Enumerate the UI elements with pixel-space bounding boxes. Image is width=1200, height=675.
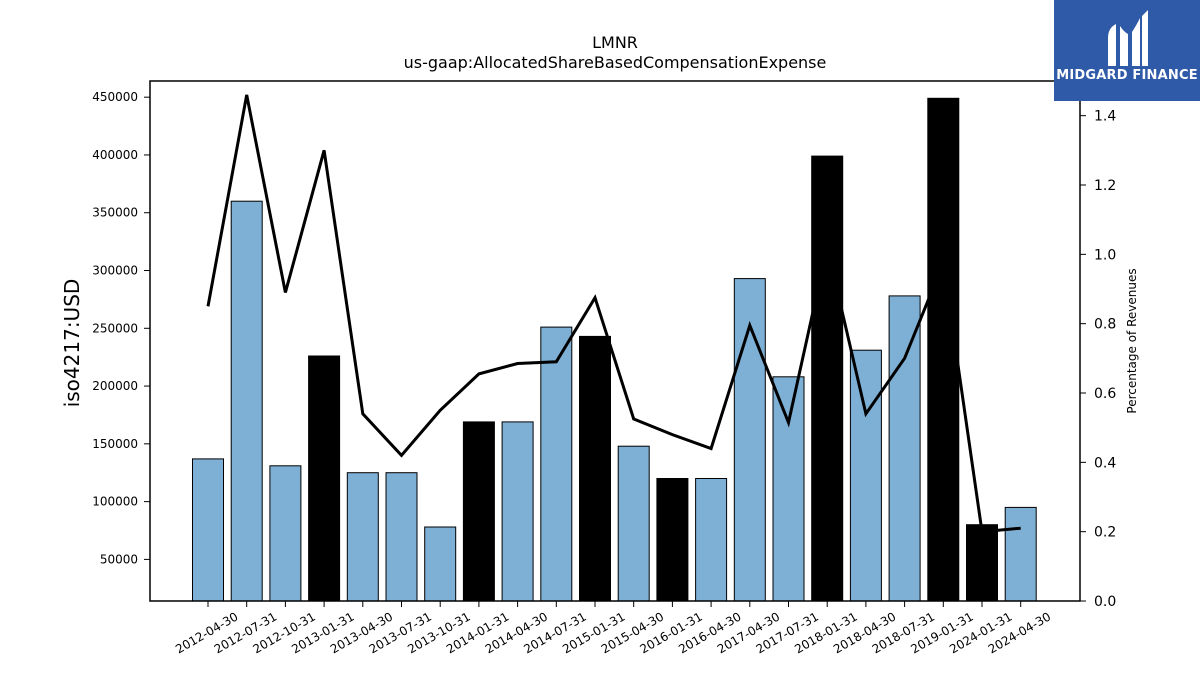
bar <box>966 524 998 602</box>
y-tick-label: 300000 <box>92 264 138 278</box>
series-line <box>206 94 1021 534</box>
chart-title: LMNR <box>592 33 638 52</box>
bar <box>888 295 921 602</box>
y-tick-label: 250000 <box>92 321 138 335</box>
bar <box>656 478 689 602</box>
y-tick-label: 100000 <box>92 495 138 509</box>
bar <box>849 349 882 602</box>
y-tick-label: 200000 <box>92 379 138 393</box>
y-right-tick-label: 0.6 <box>1094 386 1116 402</box>
bar <box>579 335 611 602</box>
bar <box>733 278 766 602</box>
bar <box>269 465 302 602</box>
bar <box>424 526 457 602</box>
y-tick-label: 150000 <box>92 437 138 451</box>
bar <box>695 478 728 602</box>
bar <box>1004 506 1037 602</box>
bar <box>308 355 341 602</box>
logo-mark-icon <box>1108 10 1148 66</box>
bar <box>540 326 573 602</box>
y-right-tick-label: 1.0 <box>1094 247 1116 263</box>
y-tick-label: 400000 <box>92 148 138 162</box>
bar <box>772 376 805 602</box>
bar <box>462 421 495 602</box>
y-right-tick-label: 1.2 <box>1094 178 1116 194</box>
y-tick-label: 50000 <box>100 552 138 566</box>
y-tick-label: 350000 <box>92 206 138 220</box>
bar <box>617 445 650 602</box>
bar <box>192 458 224 602</box>
plot-frame <box>149 80 1081 602</box>
bar <box>927 97 960 602</box>
logo-text: MIDGARD FINANCE <box>1056 68 1198 83</box>
bar <box>346 472 379 602</box>
y-right-tick-label: 0.4 <box>1094 455 1116 471</box>
y-right-tick-label: 0.8 <box>1094 317 1116 333</box>
bar <box>230 200 263 602</box>
chart-subtitle: us-gaap:AllocatedShareBasedCompensationE… <box>404 53 827 72</box>
bar <box>501 421 534 602</box>
y-tick-label: 450000 <box>92 90 138 104</box>
y-axis-label: iso4217:USD <box>60 279 84 408</box>
y-right-tick-label: 1.4 <box>1094 109 1116 125</box>
bar <box>385 472 418 602</box>
y-right-tick-label: 0.2 <box>1094 525 1116 541</box>
y-axis-right-label: Percentage of Revenues <box>1125 268 1139 413</box>
bar <box>811 155 844 602</box>
y-right-tick-label: 0.0 <box>1094 594 1116 610</box>
brand-logo: MIDGARD FINANCE <box>1054 0 1200 101</box>
